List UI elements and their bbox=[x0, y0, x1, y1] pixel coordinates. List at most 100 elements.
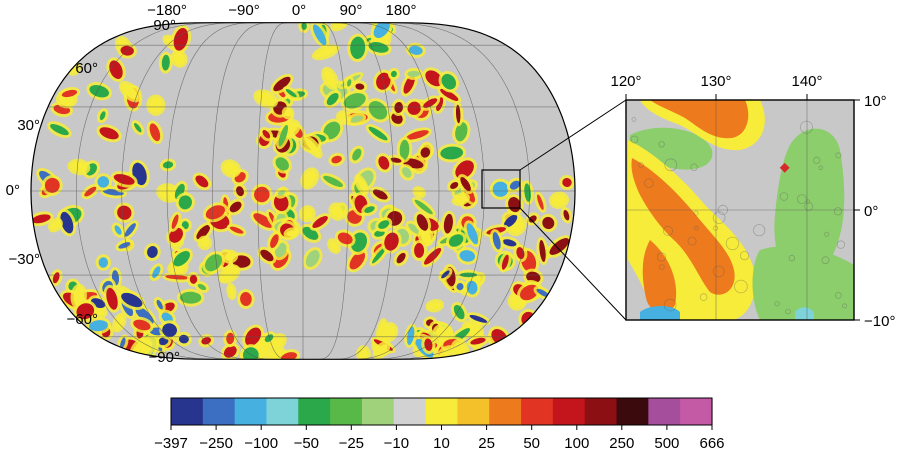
anomaly-patch bbox=[99, 127, 119, 140]
anomaly-patch bbox=[197, 283, 207, 291]
anomaly-patch bbox=[423, 98, 438, 108]
colorbar-swatch bbox=[393, 398, 427, 425]
colorbar-tick-label: −250 bbox=[199, 435, 233, 452]
anomaly-patch bbox=[352, 148, 362, 161]
crater bbox=[842, 303, 848, 309]
colorbar-swatch bbox=[171, 398, 204, 425]
anomaly-patch bbox=[378, 156, 390, 170]
anomaly-patch bbox=[323, 175, 344, 188]
inset-blue-spot bbox=[640, 306, 680, 320]
colorbar-swatch bbox=[648, 398, 681, 425]
anomaly-patch bbox=[165, 275, 190, 280]
anomaly-patch bbox=[438, 348, 452, 359]
inset-orange-diagonal bbox=[631, 158, 735, 295]
anomaly-patch bbox=[171, 214, 179, 229]
inset-terrain-texture bbox=[630, 117, 848, 315]
colorbar-tick-label: 50 bbox=[523, 435, 540, 452]
anomaly-patch bbox=[304, 137, 321, 156]
colorbar-tick-label: −50 bbox=[294, 435, 319, 452]
anomaly-patch bbox=[424, 247, 442, 265]
anomaly-patch bbox=[149, 97, 163, 113]
anomaly-patch bbox=[455, 122, 468, 142]
crater bbox=[725, 236, 740, 251]
anomaly-patch bbox=[323, 121, 341, 140]
colorbar-swatch bbox=[680, 398, 713, 425]
lon-label-180: 180° bbox=[385, 2, 416, 19]
anomaly-patch bbox=[372, 189, 388, 200]
anomaly-patch bbox=[253, 213, 274, 228]
crater bbox=[779, 192, 789, 201]
inset-orange-ne bbox=[650, 100, 749, 139]
anomaly-patch bbox=[273, 76, 291, 92]
anomaly-patch bbox=[201, 337, 212, 345]
anomaly-patch bbox=[390, 70, 397, 78]
anomaly-patch bbox=[337, 232, 353, 245]
lon-label-neg180: −180° bbox=[147, 2, 187, 19]
anomaly-patch bbox=[372, 247, 386, 264]
inset-lon-label-130: 130° bbox=[700, 73, 731, 90]
crater bbox=[693, 210, 699, 216]
inset-connector-bottom bbox=[519, 207, 627, 321]
inset-lat-label-neg10: −10° bbox=[864, 313, 895, 330]
anomaly-patch bbox=[161, 54, 170, 71]
anomaly-patch bbox=[528, 215, 537, 223]
anomaly-patch bbox=[516, 247, 525, 260]
anomaly-patch bbox=[536, 288, 550, 297]
inset-green-bottom bbox=[752, 245, 854, 320]
anomaly-patch bbox=[492, 232, 501, 250]
crater bbox=[739, 251, 750, 261]
colorbar-swatch bbox=[361, 398, 395, 425]
lat-label-neg30: −30° bbox=[9, 251, 40, 268]
anomaly-patch bbox=[492, 181, 509, 197]
anomaly-patch bbox=[229, 285, 234, 298]
colorbar-ticks: −397 −250 −100 −50 −25 −10 10 25 50 100 250 500 666 bbox=[154, 425, 725, 452]
anomaly-patch bbox=[275, 157, 289, 171]
inset-map: 120° 130° 140° 10° 0° −10° bbox=[610, 73, 895, 330]
anomaly-patch bbox=[378, 220, 390, 229]
anomaly-patch bbox=[76, 303, 95, 320]
inset-lat-label-0: 0° bbox=[864, 203, 878, 220]
crater bbox=[753, 224, 766, 237]
anomaly-patch bbox=[226, 332, 235, 345]
colorbar-tick-label: 666 bbox=[699, 435, 724, 452]
anomaly-patch bbox=[50, 221, 60, 230]
crater bbox=[734, 279, 748, 294]
lon-label-0: 0° bbox=[292, 2, 306, 19]
anomaly-patch bbox=[460, 177, 471, 192]
inset-connector-top bbox=[519, 99, 627, 171]
colorbar-tick-label: 25 bbox=[478, 435, 495, 452]
anomaly-patch bbox=[551, 194, 567, 206]
anomaly-patch bbox=[466, 223, 479, 245]
anomaly-patch bbox=[454, 195, 467, 204]
anomaly-patch bbox=[501, 254, 509, 270]
anomaly-patch bbox=[270, 234, 279, 248]
colorbar-swatch bbox=[425, 398, 459, 425]
anomaly-patch bbox=[97, 176, 110, 188]
inset-lat-label-10: 10° bbox=[864, 93, 887, 110]
anomaly-patch bbox=[359, 348, 368, 360]
inset-blue-spot2 bbox=[795, 307, 814, 320]
anomaly-patch bbox=[350, 36, 366, 59]
colorbar-swatch bbox=[489, 398, 522, 425]
anomaly-patch bbox=[113, 174, 135, 185]
anomaly-patch bbox=[408, 223, 420, 234]
anomaly-patch bbox=[407, 70, 420, 77]
anomaly-patch bbox=[134, 306, 154, 324]
anomaly-patch bbox=[96, 309, 105, 316]
anomaly-patch bbox=[441, 270, 450, 279]
anomaly-patch bbox=[31, 214, 51, 224]
anomaly-patch bbox=[394, 102, 404, 113]
crater bbox=[774, 301, 780, 307]
crater bbox=[699, 293, 708, 301]
anomaly-patch bbox=[356, 177, 367, 193]
anomaly-patch bbox=[502, 239, 517, 247]
anomaly-patch bbox=[469, 314, 488, 323]
inset-lon-label-120: 120° bbox=[610, 73, 641, 90]
anomaly-patch bbox=[425, 70, 443, 87]
anomaly-patch bbox=[117, 205, 132, 220]
anomaly-patch bbox=[173, 52, 185, 65]
crater bbox=[712, 265, 725, 278]
anomaly-patch bbox=[503, 214, 518, 228]
colorbar-swatch bbox=[584, 398, 618, 425]
anomaly-patch bbox=[436, 97, 444, 112]
